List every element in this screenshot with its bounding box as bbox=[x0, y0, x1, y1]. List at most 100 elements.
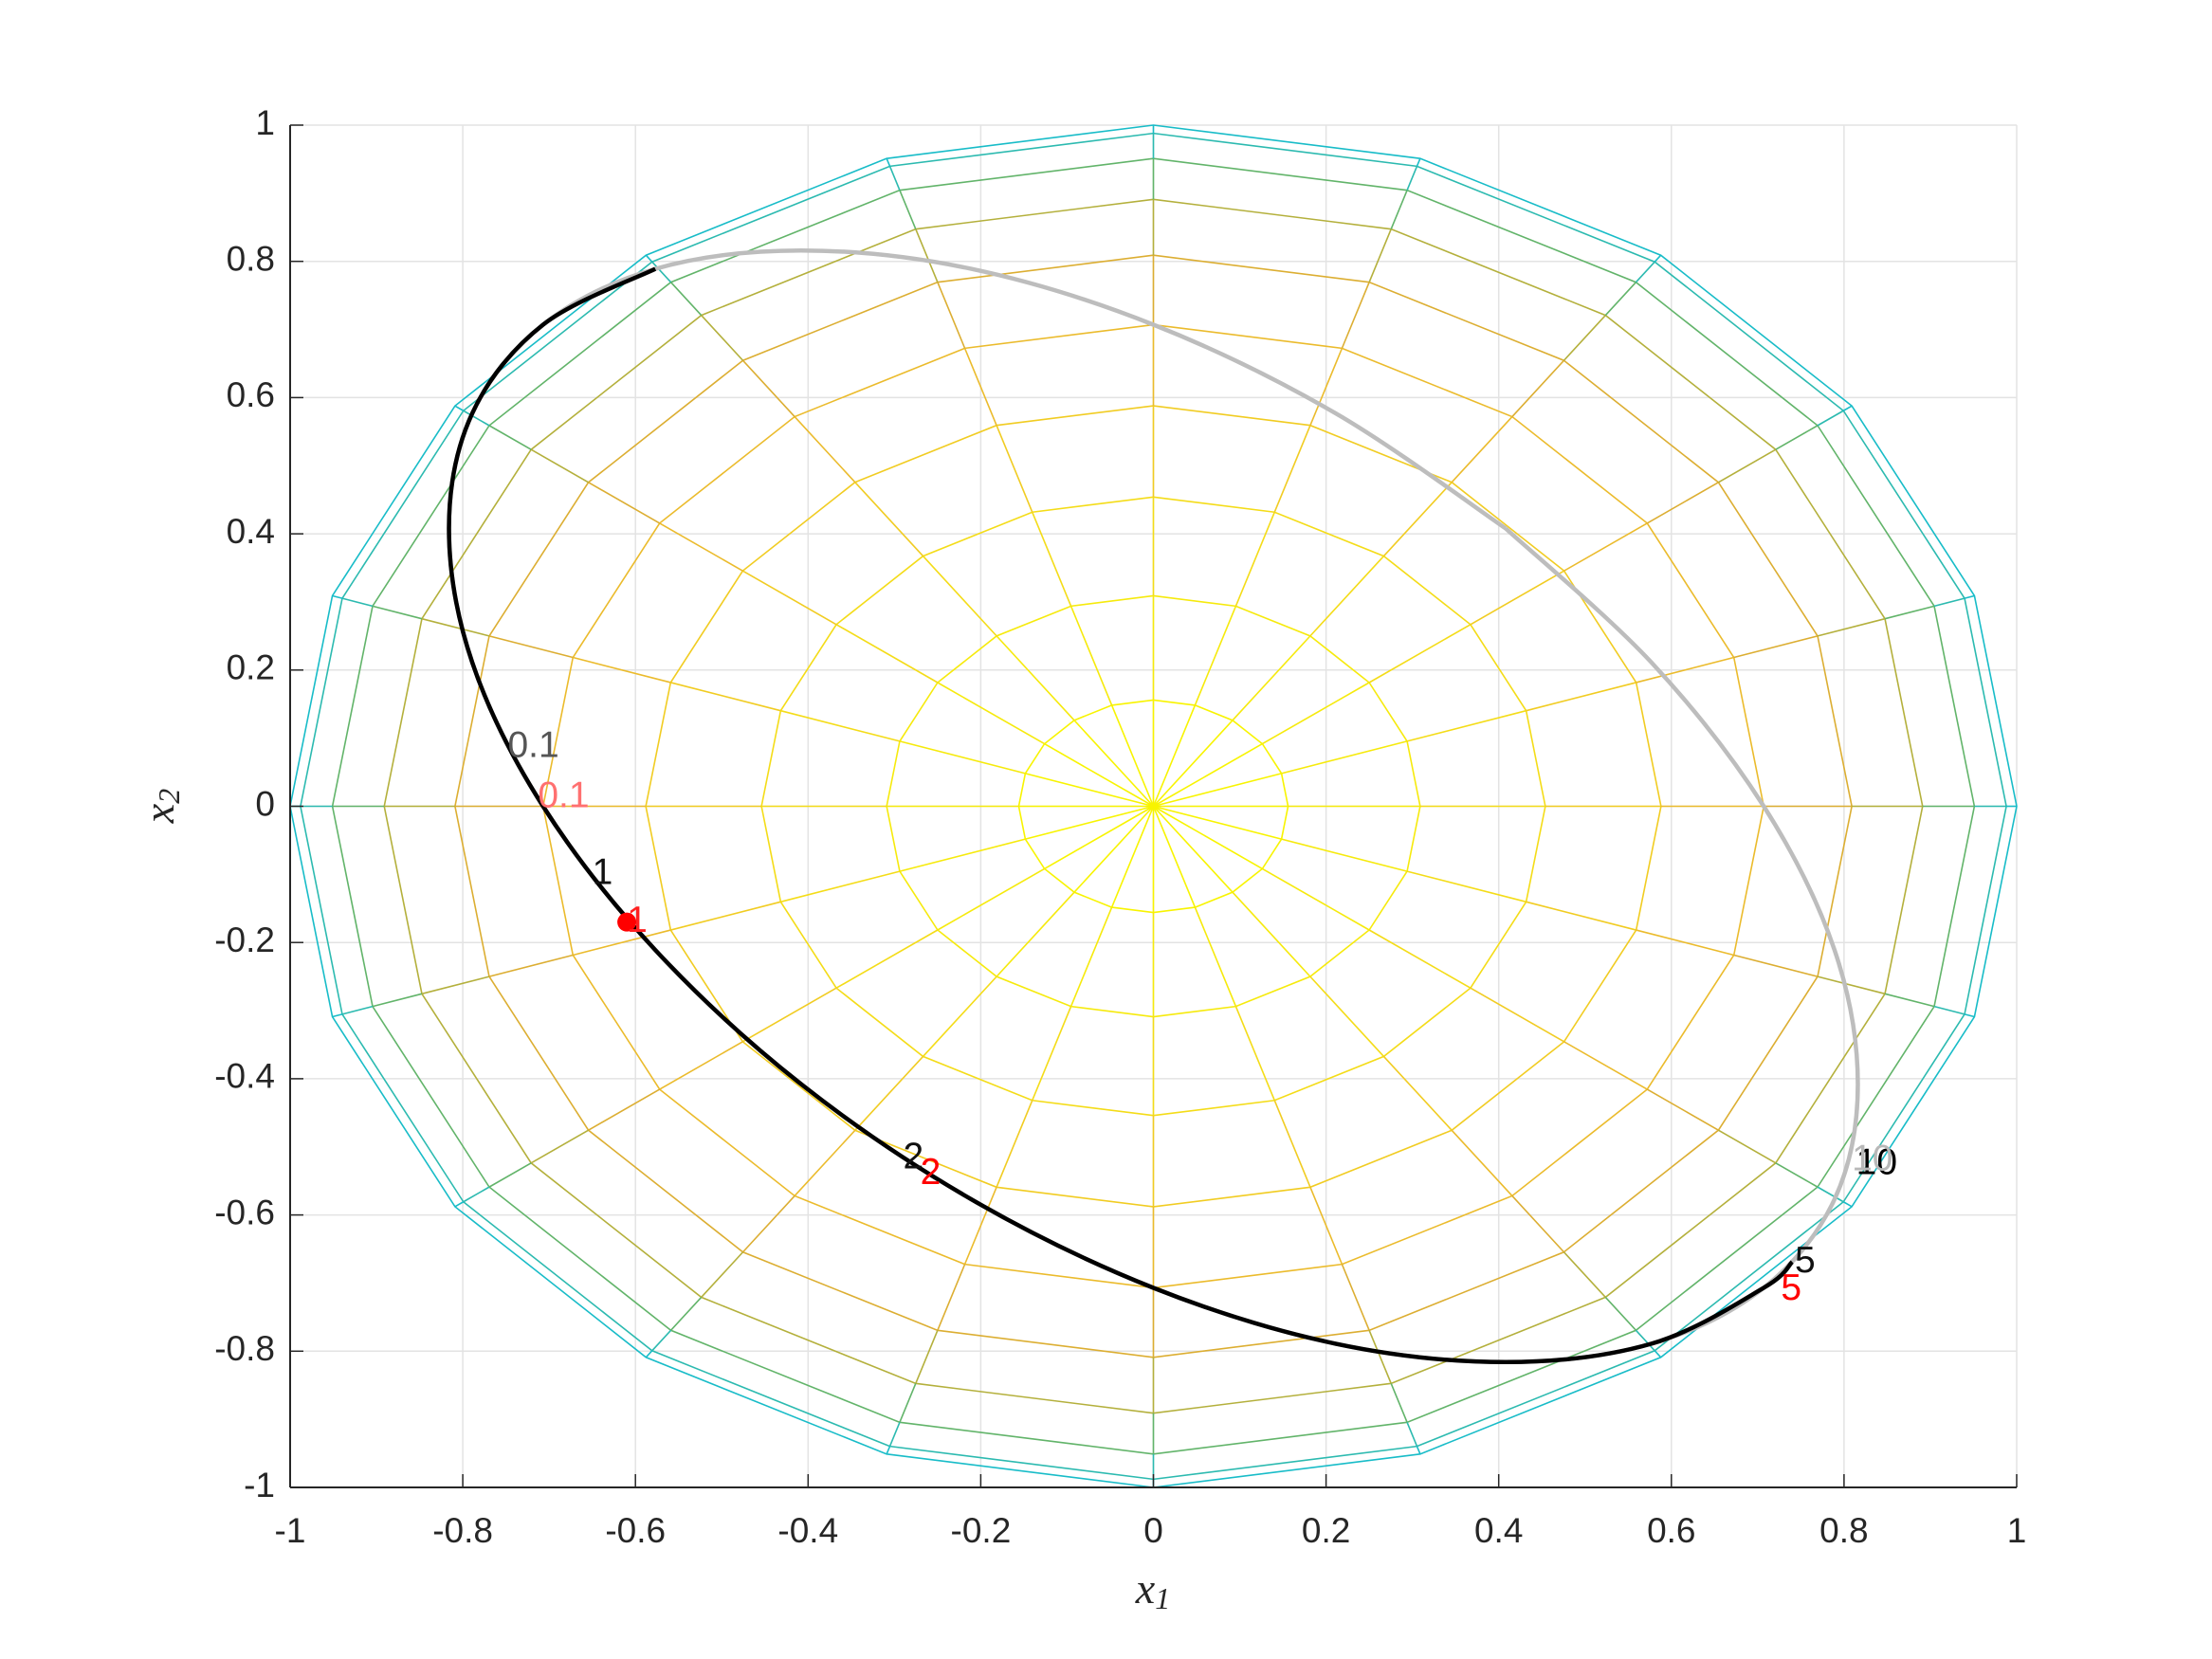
y-tick-label: 0.6 bbox=[227, 375, 275, 414]
mesh-spoke bbox=[1964, 594, 1975, 599]
mesh-spoke bbox=[1511, 359, 1565, 418]
x-tick-label: 0.6 bbox=[1647, 1511, 1695, 1550]
y-label-subscript: 2 bbox=[152, 789, 186, 804]
mesh-spoke bbox=[454, 405, 465, 411]
mesh-spoke bbox=[1153, 805, 1263, 870]
y-tick-label: -1 bbox=[244, 1466, 275, 1504]
mesh-spoke bbox=[1406, 870, 1526, 903]
mesh-spoke bbox=[1817, 410, 1844, 427]
mesh-spoke bbox=[1511, 1194, 1565, 1253]
y-axis-label: x2 bbox=[135, 789, 187, 824]
mesh-spoke bbox=[659, 1041, 743, 1090]
mesh-spoke bbox=[1025, 805, 1154, 840]
mesh-spoke bbox=[888, 166, 901, 191]
mesh-spoke bbox=[1073, 805, 1155, 893]
mesh-spoke bbox=[899, 1383, 917, 1423]
mesh-spoke bbox=[488, 425, 532, 450]
mesh-spoke bbox=[1563, 315, 1606, 361]
mesh-spoke bbox=[1309, 975, 1385, 1057]
mesh-spoke bbox=[1563, 1251, 1606, 1298]
mesh-spoke bbox=[651, 1329, 672, 1352]
mesh-spoke bbox=[1964, 1013, 1975, 1018]
annotation-label: 0.1 bbox=[538, 775, 589, 815]
mesh-spoke bbox=[1817, 1186, 1844, 1203]
mesh-spoke bbox=[463, 1186, 490, 1203]
mesh-spoke bbox=[1933, 1005, 1965, 1015]
mesh-spoke bbox=[996, 635, 1075, 721]
x-tick-label: 1 bbox=[2007, 1511, 2027, 1550]
mesh-spoke bbox=[854, 482, 924, 557]
y-tick-label: 0 bbox=[255, 784, 275, 823]
y-tick-label: -0.8 bbox=[214, 1329, 275, 1368]
x-tick-label: -0.2 bbox=[951, 1511, 1012, 1550]
y-tick-label: -0.6 bbox=[214, 1193, 275, 1231]
mesh-spoke bbox=[1817, 975, 1886, 995]
mesh-spoke bbox=[421, 975, 490, 995]
x-axis-label: x1 bbox=[1135, 1564, 1170, 1616]
x-tick-label: 0.4 bbox=[1474, 1511, 1523, 1550]
mesh-spoke bbox=[669, 1296, 703, 1331]
mesh-spoke bbox=[1526, 682, 1636, 712]
mesh-spoke bbox=[937, 1264, 966, 1331]
mesh-spoke bbox=[1262, 867, 1370, 931]
mesh-spoke bbox=[922, 556, 997, 637]
mesh-spoke bbox=[1382, 1055, 1453, 1131]
mesh-spoke bbox=[1733, 954, 1819, 977]
mesh-spoke bbox=[1281, 740, 1408, 775]
mesh-spoke bbox=[421, 617, 490, 637]
annotation-label: 0.1 bbox=[507, 724, 558, 765]
mesh-spoke bbox=[1281, 838, 1408, 872]
mesh-spoke bbox=[488, 1162, 532, 1188]
mesh-spoke bbox=[1153, 773, 1282, 808]
mesh-spoke bbox=[1234, 1006, 1275, 1102]
mesh-spoke bbox=[915, 1330, 939, 1384]
axes: -1 -0.8 -0.6 -0.4 -0.2 0 0.2 0.4 0.6 0.8 1 -1 -0.8 -0… bbox=[214, 103, 2026, 1550]
y-tick-label: 0.2 bbox=[227, 648, 275, 687]
mesh-spoke bbox=[963, 348, 997, 427]
mesh-spoke bbox=[1563, 1041, 1648, 1090]
mesh-spoke bbox=[1636, 656, 1734, 684]
mesh-spoke bbox=[1406, 709, 1526, 742]
mesh-spoke bbox=[1775, 1162, 1819, 1188]
mesh-spoke bbox=[937, 282, 966, 349]
mesh-spoke bbox=[1451, 415, 1513, 483]
mesh-spoke bbox=[573, 656, 671, 684]
mesh-spoke bbox=[1309, 348, 1344, 427]
mesh-spoke bbox=[1341, 1264, 1370, 1331]
mesh-spoke bbox=[670, 682, 781, 712]
mesh-spoke bbox=[899, 838, 1026, 872]
mesh-spoke bbox=[1273, 425, 1311, 513]
mesh-spoke bbox=[1152, 720, 1234, 808]
mesh-spoke bbox=[794, 1129, 856, 1197]
mesh-spoke bbox=[1635, 261, 1655, 283]
mesh-spoke bbox=[1646, 482, 1719, 524]
mesh-spoke bbox=[1232, 891, 1311, 977]
mesh-spoke bbox=[1368, 1330, 1392, 1384]
mesh-spoke bbox=[963, 1186, 997, 1265]
mesh-spoke bbox=[996, 425, 1033, 513]
mesh-spoke bbox=[780, 870, 901, 903]
y-tick-label: 1 bbox=[255, 103, 275, 142]
mesh-spoke bbox=[1604, 1296, 1637, 1331]
mesh-spoke bbox=[741, 1194, 795, 1253]
mesh-spoke bbox=[1309, 556, 1385, 637]
annotation-label: 10 bbox=[1856, 1142, 1897, 1183]
mesh-spoke bbox=[886, 157, 891, 167]
mesh bbox=[289, 124, 2018, 1488]
mesh-spoke bbox=[1416, 1446, 1421, 1455]
mesh-spoke bbox=[1526, 901, 1636, 931]
mesh-spoke bbox=[1032, 1006, 1072, 1102]
mesh-spoke bbox=[669, 282, 703, 317]
mesh-spoke bbox=[530, 448, 589, 483]
mesh-spoke bbox=[835, 624, 939, 684]
mesh-spoke bbox=[1646, 1088, 1719, 1131]
mesh-spoke bbox=[1152, 805, 1234, 893]
mesh-spoke bbox=[530, 1129, 589, 1164]
mesh-spoke bbox=[1884, 605, 1935, 620]
mesh-spoke bbox=[741, 359, 795, 418]
mesh-spoke bbox=[794, 415, 856, 483]
mesh-spoke bbox=[701, 315, 744, 361]
